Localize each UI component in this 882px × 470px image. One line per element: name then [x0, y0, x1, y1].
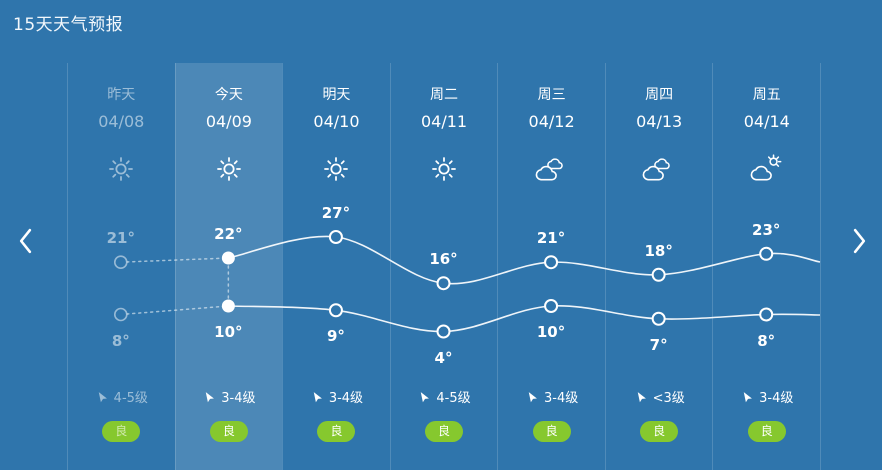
air-quality-badge: 良 — [747, 421, 786, 442]
day-label: 周四 — [645, 87, 674, 103]
day-label: 周五 — [752, 87, 781, 103]
sunny-icon — [391, 147, 498, 191]
wind-direction-icon — [313, 392, 322, 403]
day-label: 今天 — [214, 87, 243, 103]
date-label: 04/12 — [528, 112, 575, 131]
air-quality-badge: 良 — [640, 421, 679, 442]
wind-level-label: 4-5级 — [436, 391, 471, 406]
wind-direction-icon — [421, 392, 430, 403]
day-column-fri[interactable]: 周五 04/14 3-4级 良 — [712, 63, 820, 470]
cloudy-icon — [498, 147, 605, 191]
date-label: 04/08 — [98, 112, 145, 131]
wind-level-label: 3-4级 — [759, 391, 794, 406]
date-label: 04/11 — [420, 112, 468, 131]
date-label: 04/09 — [205, 112, 252, 131]
date-label: 04/10 — [313, 112, 360, 131]
wind-direction-icon — [743, 392, 753, 403]
wind-info: 4-5级 — [391, 387, 498, 406]
partly-cloudy-icon — [713, 147, 820, 191]
sunny-icon — [68, 147, 175, 191]
prev-days-button[interactable] — [12, 228, 38, 258]
day-column-today[interactable]: 今天 04/09 3-4级 良 — [174, 63, 283, 470]
wind-level-label: 3-4级 — [328, 391, 364, 406]
wind-level-label: <3级 — [652, 391, 685, 406]
air-quality-badge: 良 — [209, 421, 248, 442]
air-quality-badge: 良 — [102, 421, 141, 442]
wind-info: 4-5级 — [68, 387, 175, 406]
next-days-button[interactable] — [846, 228, 872, 258]
wind-level-label: 4-5级 — [113, 391, 148, 406]
chevron-left-icon — [19, 228, 32, 258]
wind-info: 3-4级 — [176, 387, 283, 406]
forecast-columns: 昨天 04/08 4-5级 良 今天 04/09 3-4级 良 明天 04/10 — [67, 63, 821, 470]
day-column-tomorrow[interactable]: 明天 04/10 3-4级 良 — [282, 63, 390, 470]
day-label: 周二 — [430, 87, 459, 103]
day-column-thu[interactable]: 周四 04/13 <3级 良 — [604, 63, 713, 470]
wind-info: 3-4级 — [713, 387, 820, 406]
day-column-wed[interactable]: 周三 04/12 3-4级 良 — [497, 63, 605, 470]
date-label: 04/13 — [636, 112, 683, 131]
chevron-right-icon — [853, 228, 866, 258]
wind-info: 3-4级 — [283, 387, 390, 406]
wind-level-label: 3-4级 — [221, 391, 256, 406]
wind-direction-icon — [206, 392, 215, 403]
wind-info: <3级 — [606, 387, 713, 406]
air-quality-badge: 良 — [425, 421, 464, 442]
air-quality-badge: 良 — [317, 421, 356, 442]
day-label: 周三 — [537, 87, 566, 103]
sunny-icon — [283, 147, 390, 191]
cloudy-icon — [606, 147, 713, 191]
day-label: 明天 — [322, 87, 351, 103]
sunny-icon — [176, 147, 283, 191]
wind-info: 3-4级 — [498, 387, 605, 406]
date-label: 04/14 — [743, 112, 790, 131]
day-column-tue[interactable]: 周二 04/11 4-5级 良 — [389, 63, 498, 470]
day-column-yesterday[interactable]: 昨天 04/08 4-5级 良 — [67, 63, 175, 470]
air-quality-badge: 良 — [532, 421, 571, 442]
wind-direction-icon — [637, 392, 646, 403]
wind-direction-icon — [528, 392, 537, 403]
wind-level-label: 3-4级 — [543, 391, 579, 406]
wind-direction-icon — [98, 392, 107, 403]
day-label: 昨天 — [107, 87, 136, 103]
page-title: 15天天气预报 — [13, 15, 124, 35]
